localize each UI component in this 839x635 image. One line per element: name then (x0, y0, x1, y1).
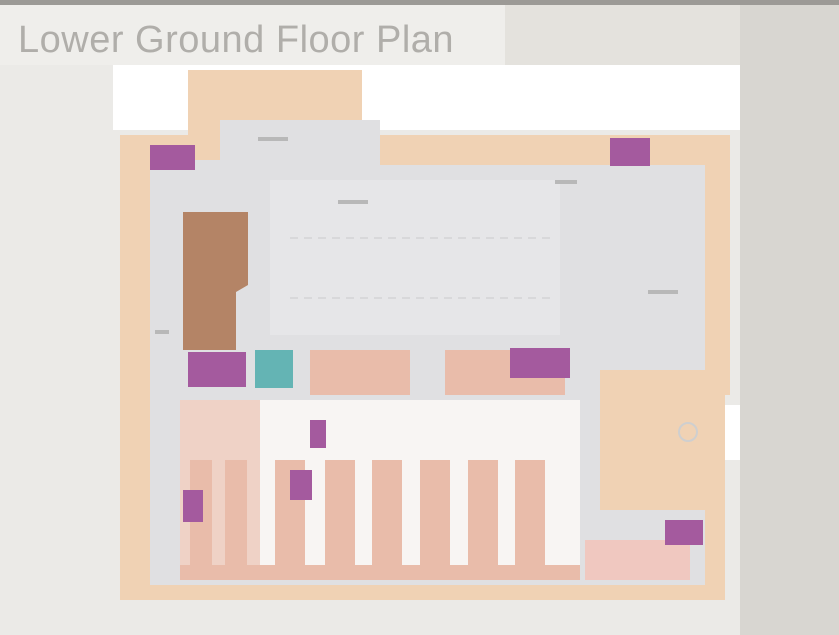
atrium-markings (290, 237, 550, 299)
lift-icon[interactable] (665, 520, 703, 545)
stairs-icon[interactable] (183, 490, 203, 522)
shop-unit[interactable] (515, 460, 545, 570)
title-bar: Lower Ground Floor Plan (0, 5, 505, 65)
shop-unit-north-1[interactable] (310, 350, 410, 395)
compass-icon[interactable] (678, 422, 698, 442)
page-title: Lower Ground Floor Plan (18, 19, 455, 61)
stairs-icon[interactable] (610, 138, 650, 166)
escalator-icon[interactable] (255, 350, 293, 388)
stairs-icon[interactable] (150, 145, 195, 170)
shop-unit[interactable] (420, 460, 450, 570)
shop-unit[interactable] (468, 460, 498, 570)
shop-unit-south-strip (180, 565, 580, 580)
small-markers (155, 137, 678, 334)
stairs-icon[interactable] (290, 470, 312, 500)
service-area[interactable] (585, 540, 690, 580)
lift-icon[interactable] (510, 348, 570, 378)
central-atrium[interactable] (270, 180, 560, 335)
shop-unit[interactable] (225, 460, 247, 570)
lift-icon[interactable] (188, 352, 246, 387)
anchor-store[interactable] (183, 212, 248, 350)
window-top-strip (0, 0, 839, 5)
stairs-icon[interactable] (310, 420, 326, 448)
side-panel (740, 5, 839, 635)
shop-unit[interactable] (372, 460, 402, 570)
shop-unit[interactable] (325, 460, 355, 570)
